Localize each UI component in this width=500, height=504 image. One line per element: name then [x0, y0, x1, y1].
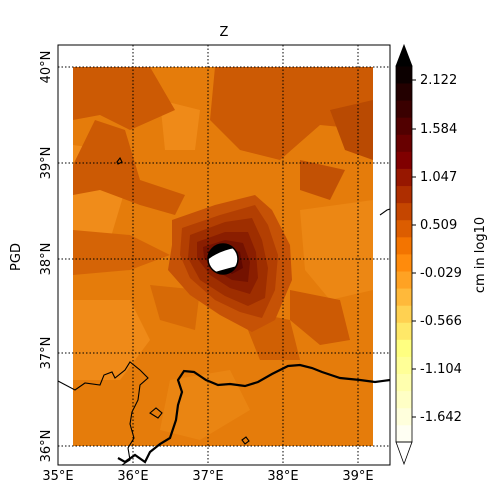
colorbar-band: [396, 271, 412, 289]
border-line: [117, 363, 390, 464]
lat-tick-label: 38°N: [39, 243, 54, 276]
colorbar-tick-label: 1.584: [420, 122, 457, 137]
colorbar-tick-label: -1.642: [420, 410, 462, 425]
colorbar-band: [396, 66, 412, 84]
colorbar-band: [396, 305, 412, 323]
colorbar-tick-labels: 2.122 1.584 1.047 0.509 -0.029 -0.566 -1…: [420, 73, 462, 425]
coastline-spot: [241, 436, 250, 445]
colorbar-band: [396, 134, 412, 152]
lat-axis: 36°N 37°N 38°N 39°N 40°N: [39, 51, 54, 463]
lon-tick-label: 36°E: [117, 469, 148, 484]
focal-mechanism-beachball: [207, 243, 239, 275]
colorbar-band: [396, 390, 412, 409]
coastline: [58, 361, 149, 465]
colorbar-tick-label: 1.047: [420, 170, 457, 185]
colorbar-band: [396, 185, 412, 204]
lat-tick-label: 36°N: [39, 430, 54, 463]
colorbar-band: [396, 219, 412, 238]
pgd-label: PGD: [9, 243, 24, 271]
colorbar-band: [396, 117, 412, 135]
colorbar-band: [396, 356, 412, 375]
colorbar-band: [396, 407, 412, 426]
colorbar-outline: [395, 65, 413, 443]
colorbar-tick-label: -1.104: [420, 362, 462, 377]
colorbar-tick-label: -0.566: [420, 314, 462, 329]
colorbar-band: [396, 151, 412, 169]
colorbar-bands: [396, 66, 412, 443]
lon-tick-label: 38°E: [267, 469, 298, 484]
graticule: [58, 45, 390, 465]
colorbar-band: [396, 236, 412, 255]
colorbar-band: [396, 322, 412, 340]
colorbar-extend-bottom: [395, 441, 413, 466]
coastline-island: [149, 407, 163, 419]
lon-axis: 35°E 36°E 37°E 38°E 39°E: [42, 469, 373, 484]
colorbar-band: [396, 202, 412, 221]
colorbar-tick-label: -0.029: [420, 266, 462, 281]
lon-tick-label: 35°E: [42, 469, 73, 484]
colorbar-band: [396, 373, 412, 392]
map-border: [57, 44, 391, 466]
coastline-east: [379, 208, 390, 216]
lon-tick-label: 37°E: [192, 469, 223, 484]
colorbar-band: [396, 288, 412, 306]
colorbar-extend-top: [395, 43, 413, 67]
colorbar-tick-label: 0.509: [420, 218, 457, 233]
lat-tick-label: 40°N: [39, 51, 54, 84]
colorbar-tick-label: 2.122: [420, 73, 457, 88]
colorbar-band: [396, 83, 412, 101]
lat-tick-label: 39°N: [39, 147, 54, 180]
map-title: Z: [220, 25, 229, 40]
colorbar-band: [396, 100, 412, 118]
colorbar-band: [396, 424, 412, 443]
colorbar-band: [396, 339, 412, 357]
colorbar: 2.122 1.584 1.047 0.509 -0.029 -0.566 -1…: [395, 43, 488, 466]
colorbar-label: cm in log10: [473, 217, 488, 293]
lon-tick-label: 39°E: [342, 469, 373, 484]
colorbar-ticks: [412, 79, 416, 418]
lat-tick-label: 37°N: [39, 337, 54, 370]
colorbar-band: [396, 254, 412, 272]
colorbar-band: [396, 168, 412, 187]
